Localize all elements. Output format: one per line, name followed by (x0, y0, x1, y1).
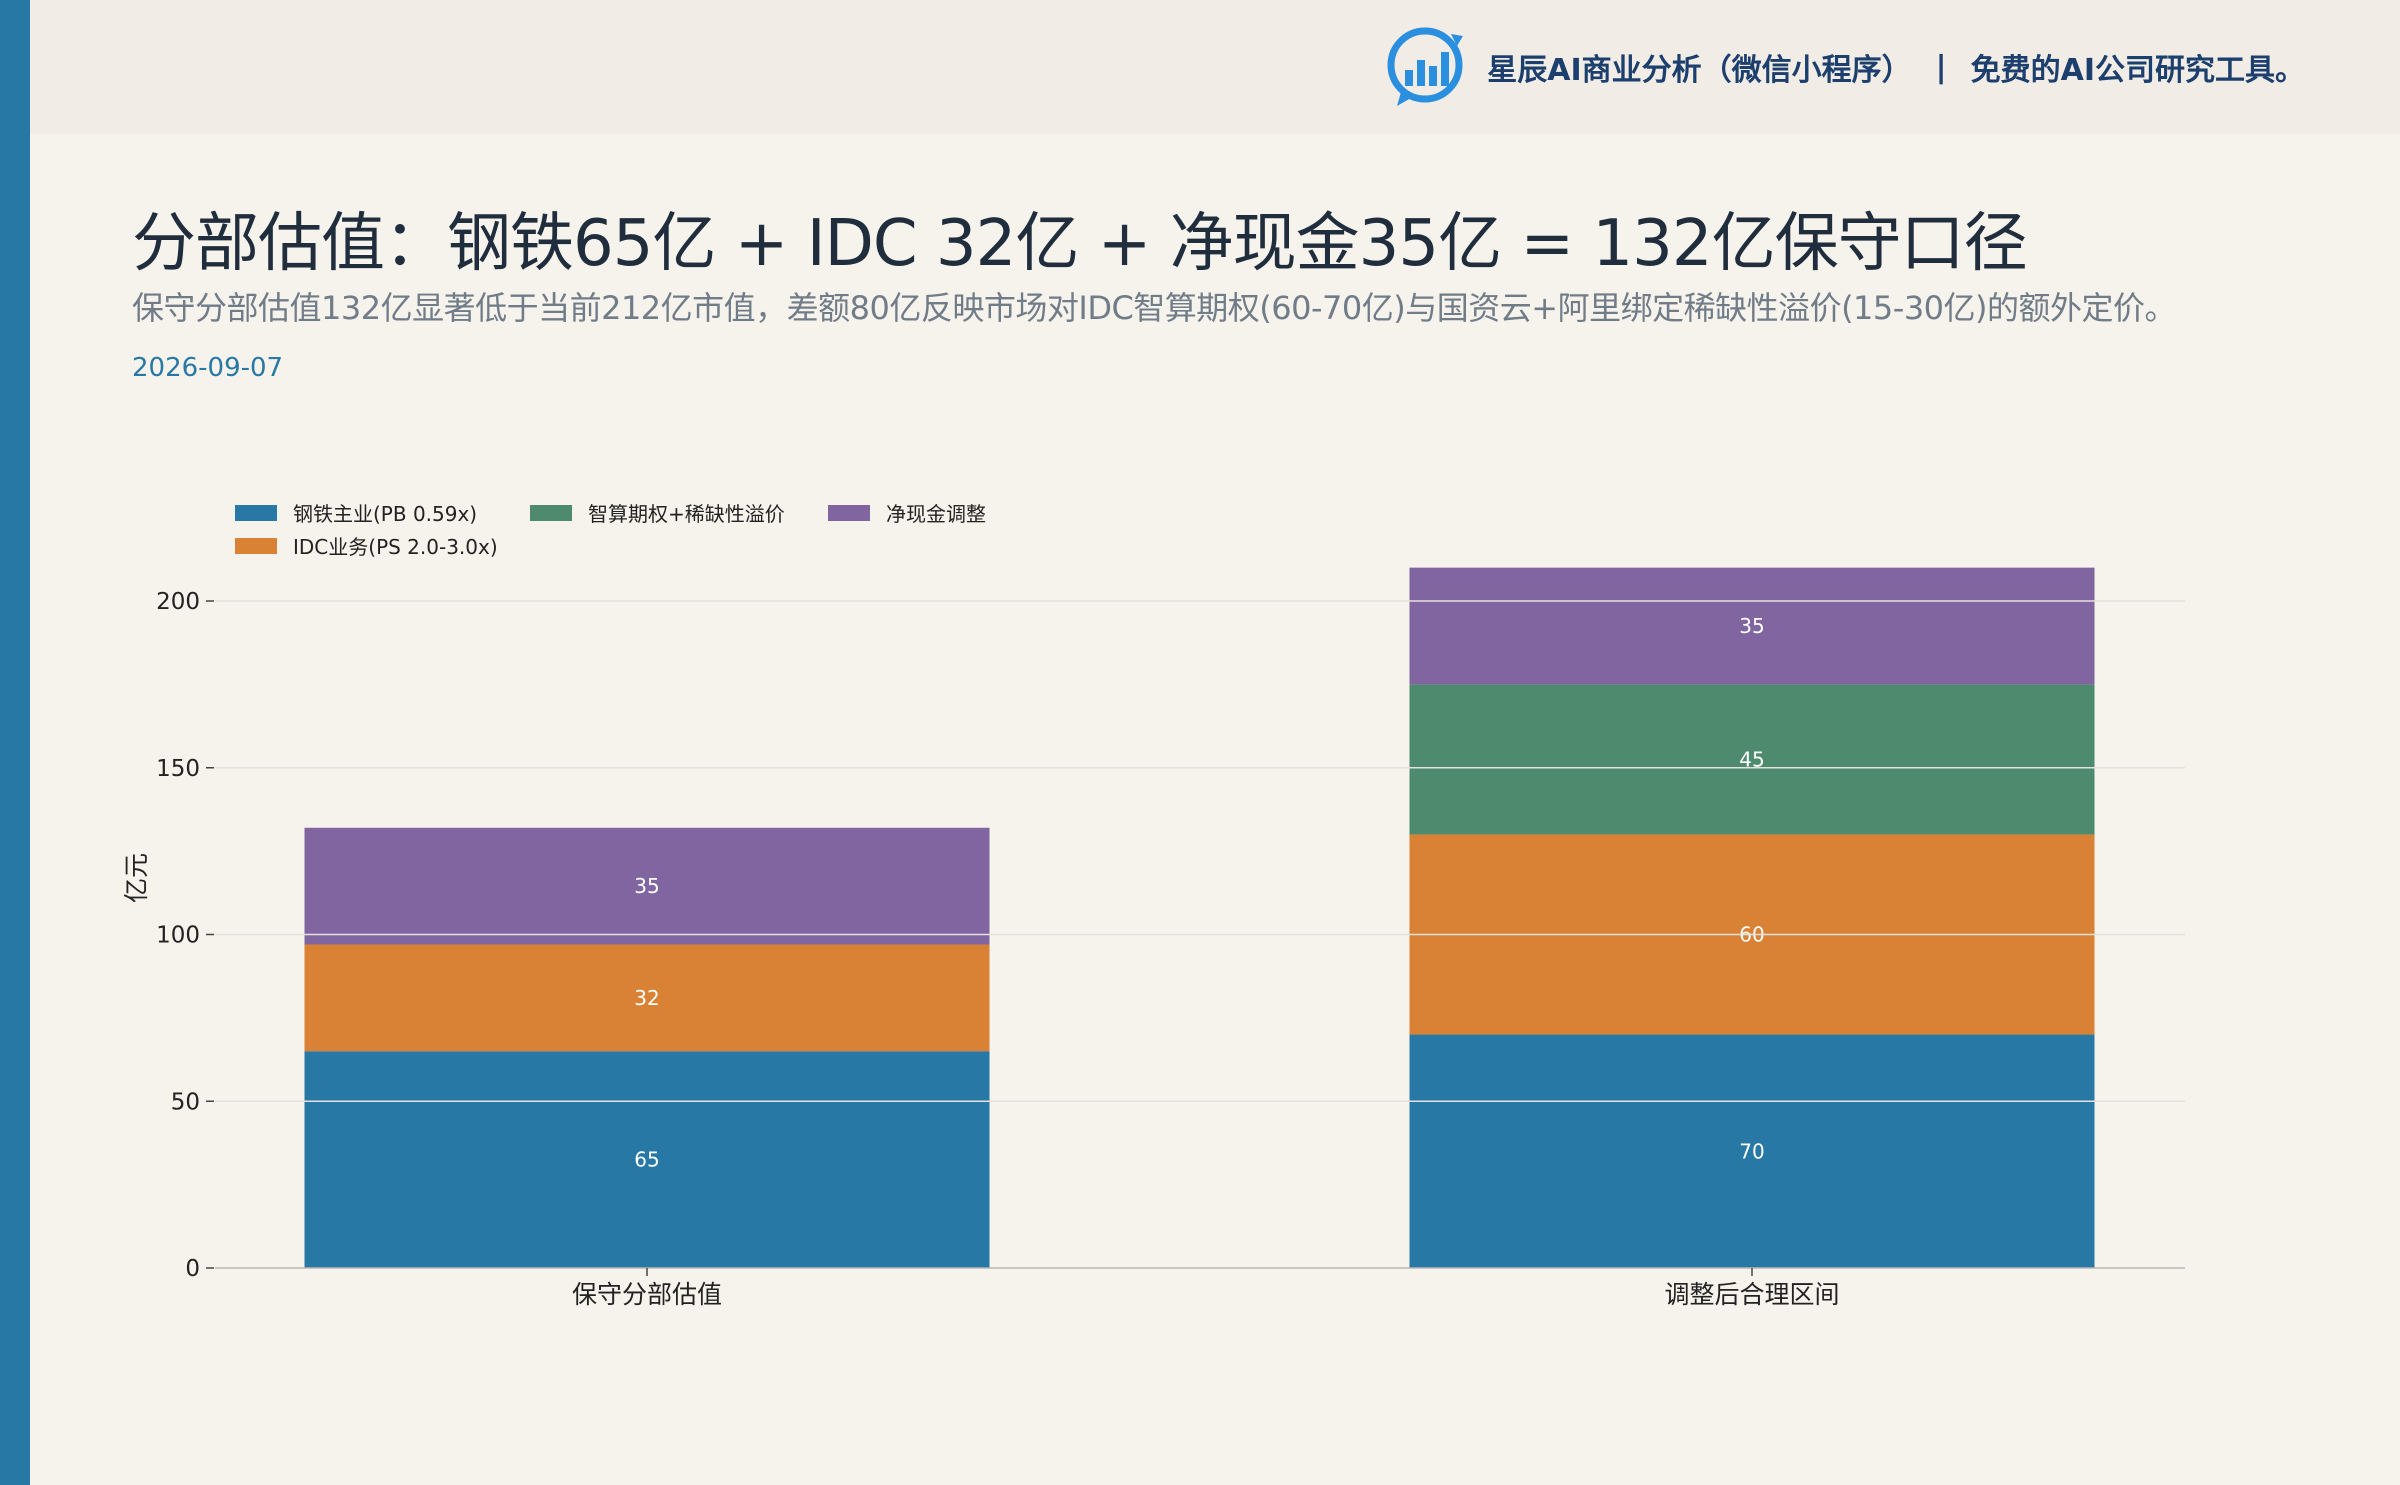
legend-label: 净现金调整 (886, 502, 986, 526)
bar-segment (304, 944, 990, 1052)
page-subtitle: 保守分部估值132亿显著低于当前212亿市值，差额80亿反映市场对IDC智算期权… (132, 289, 2177, 327)
bar-chart-logo-icon (1387, 27, 1464, 106)
brand-name: 星辰AI商业分析（微信小程序） (1487, 53, 1912, 88)
report-date: 2026-09-07 (132, 353, 284, 383)
y-tick-label: 200 (156, 589, 200, 615)
bar-segment (304, 827, 990, 945)
bar-segment (1409, 1034, 2095, 1268)
y-axis-label: 亿元 (122, 853, 151, 903)
legend-label: 钢铁主业(PB 0.59x) (293, 502, 477, 526)
page-title: 分部估值：钢铁65亿 + IDC 32亿 + 净现金35亿 = 132亿保守口径 (132, 207, 2028, 281)
y-tick-label: 150 (156, 756, 200, 782)
bar-segment (304, 1051, 990, 1268)
legend-label: IDC业务(PS 2.0-3.0x) (293, 535, 498, 559)
x-tick-label: 保守分部估值 (572, 1280, 722, 1309)
legend-label: 智算期权+稀缺性溢价 (588, 502, 785, 526)
bar-data-label: 32 (634, 986, 659, 1010)
brand-block[interactable]: 星辰AI商业分析（微信小程序） | 免费的AI公司研究工具。 (1387, 22, 2305, 112)
y-tick-label: 100 (156, 923, 200, 949)
bar-data-label: 65 (634, 1148, 659, 1172)
top-banner: 星辰AI商业分析（微信小程序） | 免费的AI公司研究工具。 (30, 0, 2400, 134)
left-accent-bar (0, 0, 30, 1485)
bar-segment (1409, 684, 2095, 835)
y-tick-label: 0 (185, 1256, 200, 1282)
bar-data-label: 35 (634, 874, 659, 898)
bar-segment (1409, 567, 2095, 685)
legend-swatch (235, 538, 277, 554)
brand-separator: | (1935, 49, 1947, 85)
legend-swatch (828, 505, 870, 521)
x-tick-label: 调整后合理区间 (1664, 1280, 1839, 1309)
brand-tagline: 免费的AI公司研究工具。 (1970, 53, 2305, 88)
y-tick-label: 50 (171, 1089, 200, 1115)
legend-swatch (235, 505, 277, 521)
bar-data-label: 35 (1739, 614, 1764, 638)
legend-swatch (530, 505, 572, 521)
bar-data-label: 70 (1739, 1139, 1764, 1163)
